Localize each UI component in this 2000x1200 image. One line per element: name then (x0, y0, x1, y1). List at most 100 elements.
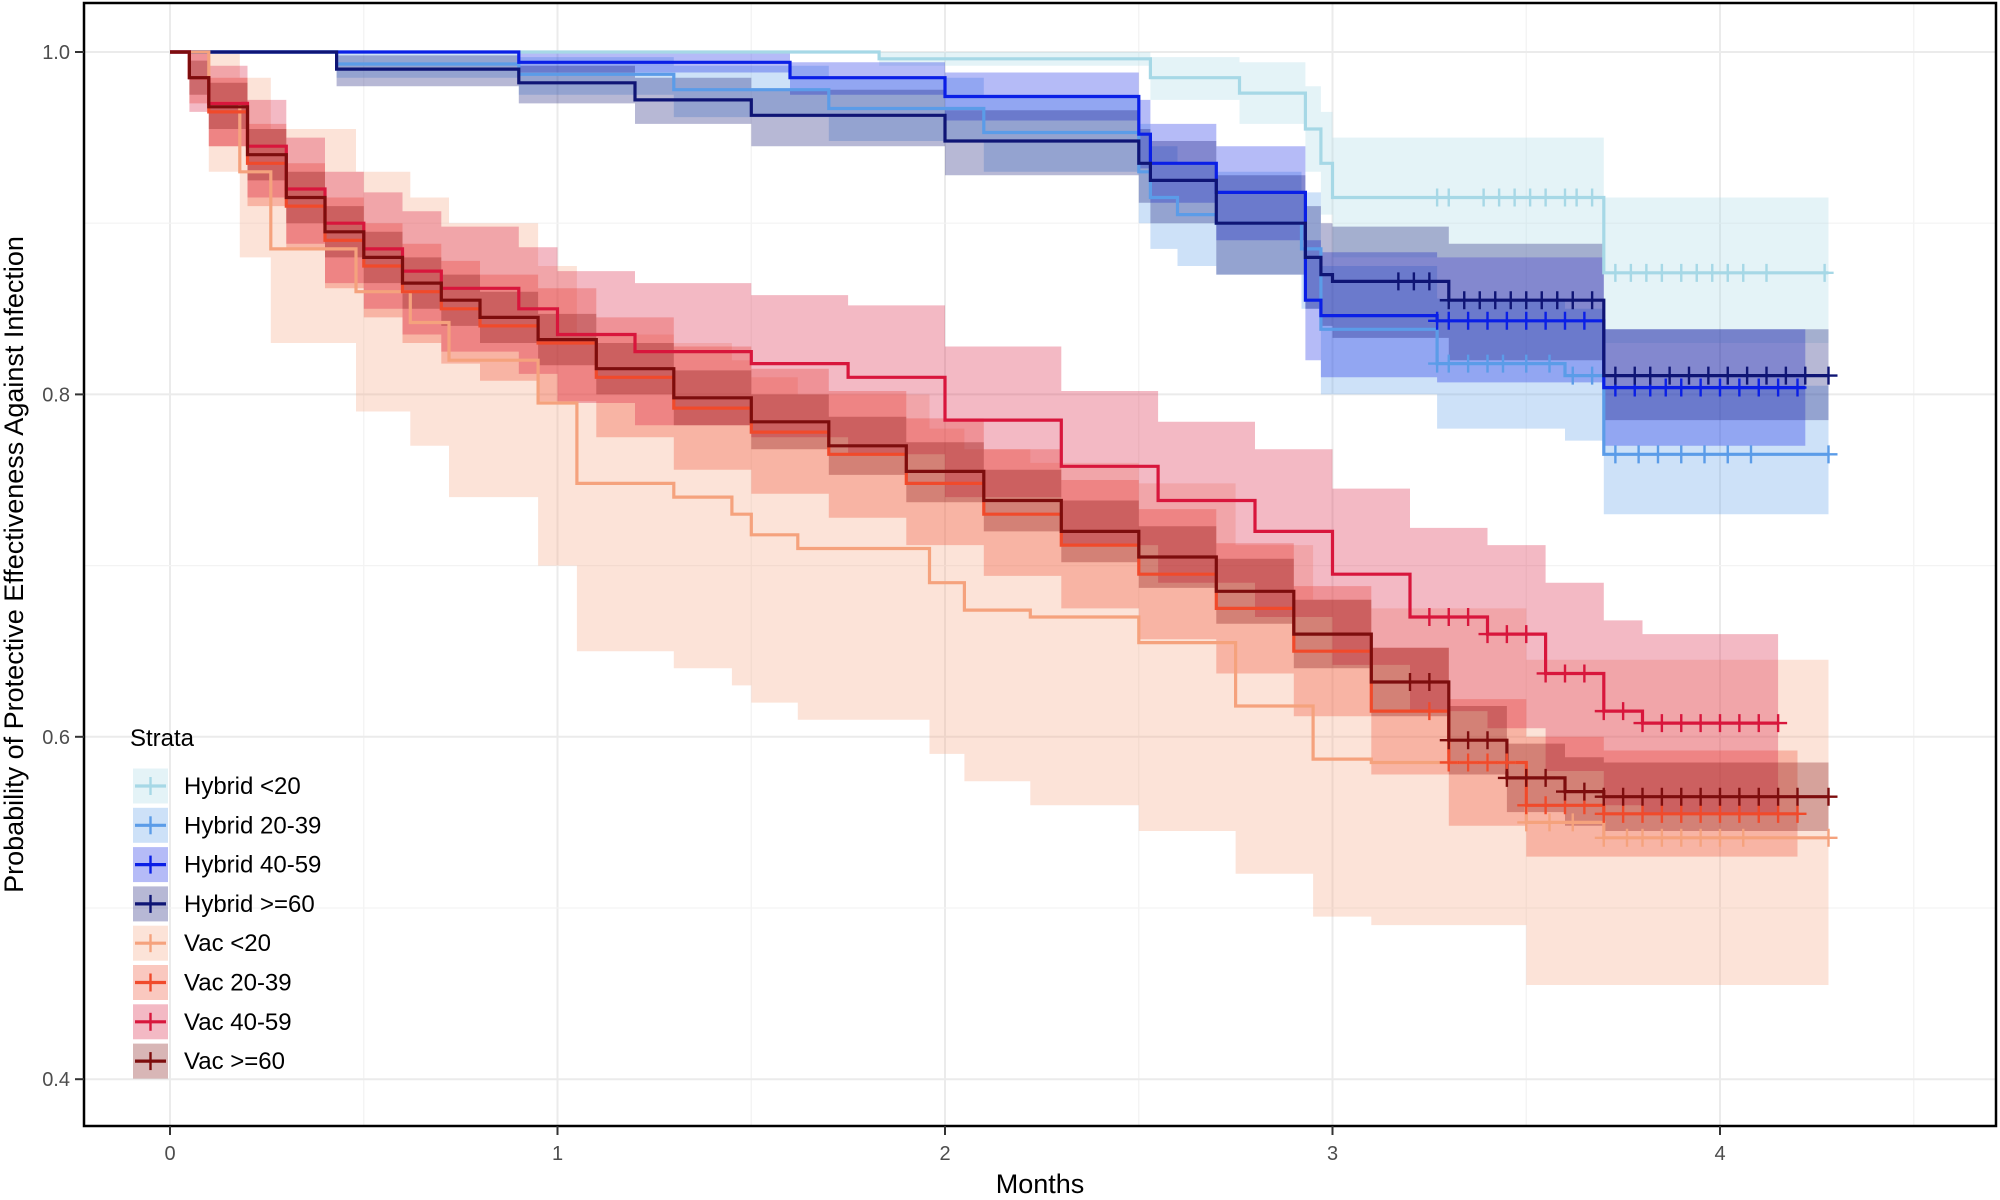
censor-mark-vac-ge60 (1459, 731, 1478, 750)
y-tick-label: 0.8 (42, 384, 70, 406)
censor-mark-vac-ge60 (1633, 787, 1652, 806)
censor-mark-vac-20-39 (1788, 804, 1807, 823)
censor-mark-vac-20-39 (1439, 753, 1458, 772)
censor-mark-hybrid-ge60 (1738, 366, 1757, 385)
censor-mark-vac-20-39 (1614, 804, 1633, 823)
censor-mark-vac-lt20 (1711, 828, 1729, 847)
curve-vac-lt20 (170, 50, 1829, 840)
censor-mark-hybrid-40-59 (1711, 378, 1729, 397)
censor-mark-hybrid-lt20 (1474, 188, 1493, 207)
x-tick-label: 3 (1327, 1143, 1338, 1165)
censor-mark-hybrid-40-59 (1672, 378, 1691, 397)
censor-mark-vac-20-39 (1672, 804, 1691, 823)
censor-mark-vac-20-39 (1730, 804, 1749, 823)
x-axis-title: Months (996, 1169, 1085, 1199)
censor-mark-hybrid-ge60 (1660, 366, 1679, 385)
censor-mark-hybrid-ge60 (1641, 366, 1660, 385)
censor-mark-hybrid-20-39 (1742, 445, 1760, 464)
censor-mark-hybrid-lt20 (1521, 188, 1540, 207)
censor-mark-hybrid-lt20 (1536, 188, 1555, 207)
censor-mark-vac-ge60 (1769, 787, 1788, 806)
censor-mark-vac-ge60 (1819, 787, 1838, 806)
censor-mark-vac-20-39 (1594, 804, 1613, 823)
censor-mark-hybrid-20-39 (1459, 354, 1478, 373)
censor-mark-hybrid-ge60 (1776, 366, 1795, 385)
censor-mark-hybrid-lt20 (1703, 263, 1722, 282)
legend-label: Hybrid >=60 (184, 891, 315, 918)
x-tick-label: 2 (939, 1143, 950, 1165)
censor-mark-vac-20-39 (1517, 796, 1536, 815)
censor-mark-hybrid-20-39 (1649, 445, 1667, 464)
censor-mark-vac-lt20 (1540, 813, 1559, 832)
censor-mark-vac-ge60 (1420, 673, 1439, 692)
x-tick-label: 4 (1714, 1143, 1725, 1165)
censor-mark-vac-lt20 (1618, 828, 1636, 847)
censor-mark-hybrid-40-59 (1730, 378, 1749, 397)
legend-label: Vac 40-59 (184, 1009, 292, 1036)
censor-mark-hybrid-lt20 (1505, 188, 1524, 207)
censor-mark-hybrid-40-59 (1656, 378, 1675, 397)
censor-mark-vac-20-39 (1459, 753, 1478, 772)
censor-mark-hybrid-ge60 (1819, 366, 1838, 385)
censor-mark-hybrid-lt20 (1757, 263, 1776, 282)
censor-mark-vac-20-39 (1691, 804, 1710, 823)
censor-mark-hybrid-20-39 (1583, 366, 1602, 385)
curve-hybrid-20-39 (170, 50, 1829, 456)
censor-mark-vac-ge60 (1711, 787, 1729, 806)
censor-mark-hybrid-ge60 (1625, 366, 1644, 385)
censor-mark-hybrid-lt20 (1672, 263, 1691, 282)
censor-mark-vac-ge60 (1691, 787, 1710, 806)
censor-mark-vac-20-39 (1497, 753, 1516, 772)
band-hybrid-20-39 (170, 52, 1829, 515)
censor-mark-vac-20-39 (1769, 804, 1788, 823)
censor-mark-hybrid-lt20 (1621, 263, 1640, 282)
axes: 0 1 2 3 4 0.4 0.6 0.8 1.0 (42, 42, 1725, 1165)
censor-mark-vac-lt20 (1652, 828, 1671, 847)
censor-mark-hybrid-ge60 (1563, 291, 1582, 310)
band-vac-20-39 (170, 52, 1798, 857)
censor-mark-vac-lt20 (1819, 828, 1838, 847)
censor-mark-vac-40-59 (1749, 714, 1768, 733)
censor-mark-hybrid-lt20 (1567, 188, 1586, 207)
legend-label: Hybrid 40-59 (184, 852, 321, 879)
censor-mark-hybrid-lt20 (1687, 263, 1706, 282)
censor-mark-hybrid-lt20 (1734, 263, 1753, 282)
censor-mark-vac-20-39 (1711, 804, 1729, 823)
censor-mark-hybrid-20-39 (1695, 445, 1714, 464)
censor-mark-vac-40-59 (1478, 625, 1497, 644)
censor-mark-vac-lt20 (1563, 813, 1582, 832)
censor-mark-hybrid-20-39 (1540, 354, 1559, 373)
censor-mark-hybrid-ge60 (1389, 272, 1408, 291)
censor-mark-hybrid-ge60 (1439, 291, 1458, 310)
censor-mark-vac-ge60 (1788, 787, 1807, 806)
censor-mark-hybrid-40-59 (1575, 311, 1594, 330)
x-tick-label: 1 (552, 1143, 563, 1165)
censor-mark-hybrid-lt20 (1583, 188, 1602, 207)
censor-mark-hybrid-20-39 (1478, 354, 1497, 373)
censor-mark-vac-20-39 (1633, 804, 1652, 823)
censor-mark-hybrid-ge60 (1757, 366, 1776, 385)
legend-label: Vac <20 (184, 930, 271, 957)
censor-mark-hybrid-lt20 (1606, 263, 1625, 282)
censor-mark-vac-ge60 (1401, 673, 1419, 692)
censor-mark-hybrid-lt20 (1815, 263, 1834, 282)
censor-mark-hybrid-ge60 (1455, 291, 1474, 310)
censor-mark-hybrid-20-39 (1672, 445, 1691, 464)
censor-mark-vac-ge60 (1749, 787, 1768, 806)
band-vac-lt20 (170, 52, 1829, 985)
censor-mark-hybrid-20-39 (1494, 354, 1512, 373)
censor-mark-hybrid-40-59 (1497, 311, 1516, 330)
censor-mark-vac-40-59 (1439, 607, 1458, 626)
censor-mark-vac-40-59 (1536, 664, 1555, 683)
censor-mark-vac-lt20 (1594, 828, 1613, 847)
censor-mark-hybrid-ge60 (1486, 291, 1505, 310)
censor-mark-hybrid-ge60 (1404, 272, 1423, 291)
censor-mark-vac-ge60 (1614, 787, 1633, 806)
censor-mark-vac-40-59 (1633, 714, 1652, 733)
censor-mark-hybrid-lt20 (1652, 263, 1671, 282)
censor-mark-hybrid-40-59 (1439, 311, 1458, 330)
censor-mark-hybrid-ge60 (1680, 366, 1698, 385)
censor-mark-vac-40-59 (1594, 702, 1613, 721)
censor-mark-vac-40-59 (1614, 702, 1633, 721)
